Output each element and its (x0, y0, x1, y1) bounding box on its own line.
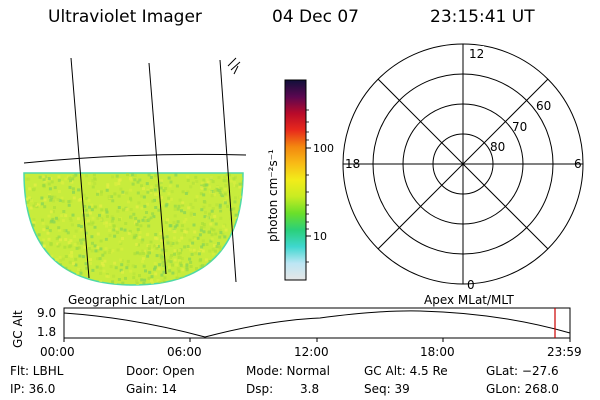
altitude-plot-frame (63, 307, 571, 339)
time-tick: 18:00 (420, 345, 455, 359)
lat-label-60: 60 (536, 99, 551, 113)
geographic-image (23, 57, 247, 286)
mlt-label-left: 18 (345, 157, 360, 171)
status-seq: Seq: 39 (364, 382, 410, 396)
status-mode: Mode: Normal (246, 364, 330, 378)
altitude-ytick-high: 9.0 (37, 306, 57, 320)
mlt-label-top: 12 (469, 47, 484, 61)
polar-grid (342, 43, 584, 285)
mlt-diagonal (377, 78, 549, 250)
time-tick: 00:00 (40, 345, 75, 359)
instrument-title: Ultraviolet Imager (48, 7, 202, 27)
status-gc-alt: GC Alt: 4.5 Re (364, 364, 448, 378)
time-tick: 23:59 (547, 345, 582, 359)
status-door: Door: Open (126, 364, 195, 378)
status-filter: Flt: LBHL (10, 364, 64, 378)
meridian-line (148, 62, 167, 275)
altitude-ytick-low: 1.8 (37, 325, 57, 339)
colorbar-tick-100: 100 (313, 142, 334, 155)
colorbar-unit-label: photon cm⁻²s⁻¹ (266, 149, 280, 242)
status-glat: GLat: −27.6 (486, 364, 559, 378)
coastline-fragment (227, 57, 241, 75)
time-tick: 12:00 (294, 345, 329, 359)
colorbar-tick-10: 10 (313, 230, 327, 243)
header-time: 23:15:41 UT (430, 7, 535, 27)
status-gain: Gain: 14 (126, 382, 177, 396)
meridian-line (70, 57, 90, 279)
auroral-image-region (23, 172, 244, 286)
mlt-label-bottom: 0 (467, 278, 475, 292)
altitude-ylabel: GC Alt (11, 310, 25, 348)
status-glon: GLon: 268.0 (486, 382, 559, 396)
colorbar: 100 10 photon cm⁻²s⁻¹ (266, 79, 334, 281)
meridian-line (219, 59, 237, 283)
time-tick: 06:00 (167, 345, 202, 359)
colorbar-gradient (284, 79, 307, 281)
mlt-label-right: 6 (574, 157, 582, 171)
altitude-curve (63, 310, 571, 338)
polar-panel-label: Apex MLat/MLT (424, 293, 514, 307)
status-dsp-label: Dsp: (246, 382, 274, 396)
header-date: 04 Dec 07 (272, 7, 359, 27)
geographic-panel-label: Geographic Lat/Lon (68, 293, 186, 307)
lat-label-70: 70 (512, 120, 527, 134)
status-dsp-value: 3.8 (300, 382, 320, 396)
lat-label-80: 80 (490, 140, 505, 154)
status-ip: IP: 36.0 (10, 382, 56, 396)
altitude-plot: GC Alt (11, 307, 571, 348)
horizon-curve (23, 153, 247, 164)
